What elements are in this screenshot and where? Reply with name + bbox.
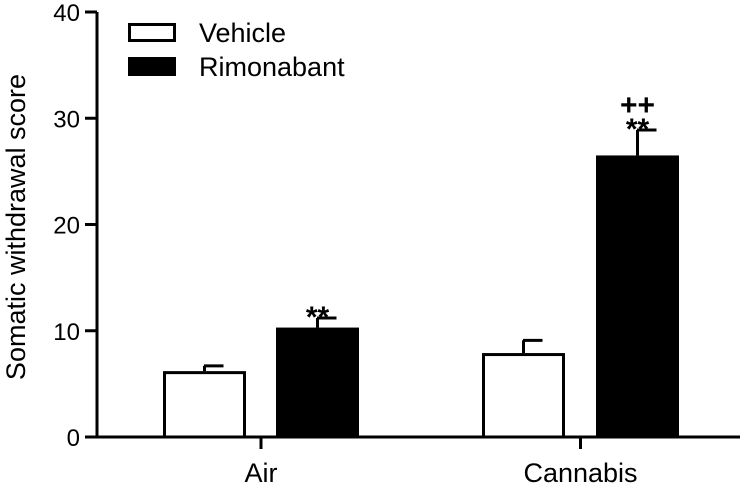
legend: Vehicle Rimonabant [128,18,345,82]
axes-layer: 0 10 20 30 40 Air Cannabis [53,0,740,484]
y-axis-title: Somatic withdrawal score [1,74,31,380]
bar-air-rimonabant [276,327,359,439]
bar-air-vehicle [163,371,246,439]
bar-cannabis-rimonabant [596,155,679,439]
legend-label-rimonabant: Rimonabant [199,52,345,82]
legend-swatch-vehicle [128,23,176,42]
bar-cannabis-vehicle [482,353,565,439]
y-tick-label-30: 30 [53,106,80,133]
significance-marker-cannabis-0: ++ [620,89,655,122]
x-tick-label-cannabis: Cannabis [523,458,637,484]
y-tick-label-10: 10 [53,319,80,346]
x-tick-label-air: Air [245,458,278,484]
legend-swatch-rimonabant [128,57,176,76]
y-tick-label-40: 40 [53,0,80,27]
significance-marker-cannabis-1: ** [626,113,650,146]
bars-layer [163,128,679,439]
annotations-layer: **++** [306,89,655,334]
significance-marker-air-0: ** [306,301,330,334]
y-tick-label-20: 20 [53,213,80,240]
y-tick-label-0: 0 [67,425,80,452]
legend-label-vehicle: Vehicle [199,18,286,48]
